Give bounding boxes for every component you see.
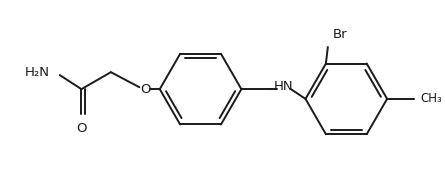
Text: H₂N: H₂N [25,66,50,79]
Text: HN: HN [273,80,293,93]
Text: CH₃: CH₃ [420,92,442,105]
Text: Br: Br [333,28,348,41]
Text: O: O [140,83,150,96]
Text: O: O [76,122,87,135]
